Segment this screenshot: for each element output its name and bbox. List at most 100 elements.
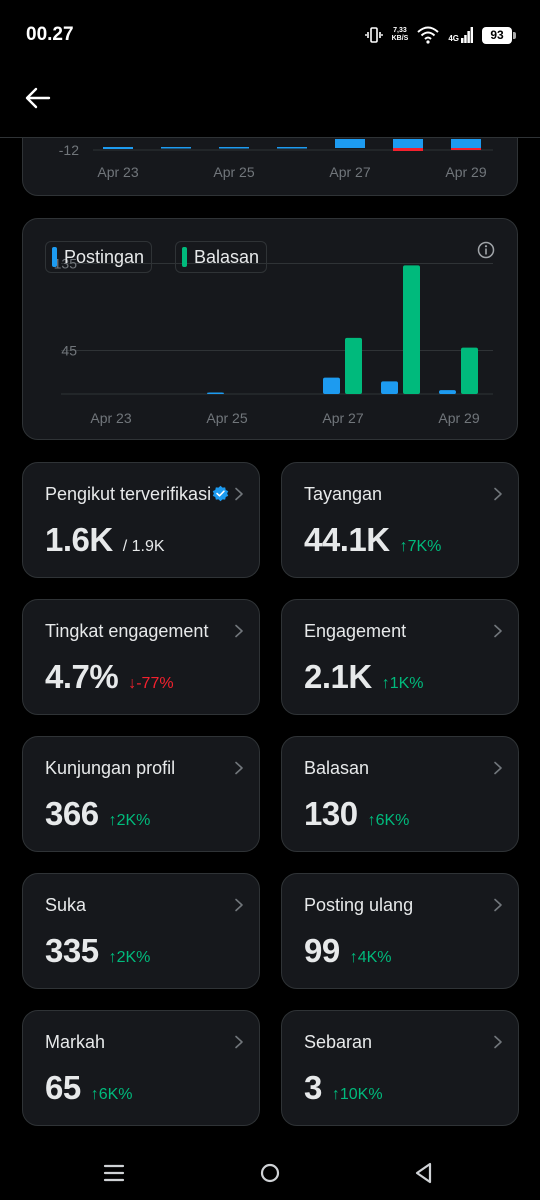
battery-indicator: 93 [482, 26, 516, 44]
stat-label: Balasan [304, 758, 370, 778]
wifi-icon [417, 26, 439, 44]
back-triangle-icon[interactable] [411, 1160, 437, 1186]
chevron-right-icon [235, 898, 243, 912]
stat-value: 65 [45, 1069, 81, 1106]
stat-value-row: 335 ↑2K% [45, 932, 150, 970]
stat-label: Markah [45, 1032, 106, 1052]
arrow-up-icon: ↑ [108, 949, 117, 966]
legend-balasan[interactable]: Balasan [175, 241, 268, 273]
chevron-right-icon [494, 898, 502, 912]
network-speed-unit: KB/S [391, 35, 409, 42]
stat-card-pengikut-terverifikasi[interactable]: Pengikut terverifikasi 1.6K / 1.9K [22, 462, 260, 578]
stat-change-value: 7K% [407, 538, 442, 555]
stat-card-posting-ulang[interactable]: Posting ulang 99 ↑4K% [281, 873, 519, 989]
arrow-down-icon: ↓ [128, 675, 137, 692]
bar-postingan-apr-29[interactable] [439, 390, 456, 394]
chevron-right-icon [235, 487, 243, 501]
menu-icon[interactable] [101, 1160, 127, 1186]
stat-value-row: 2.1K ↑1K% [304, 658, 424, 696]
stat-value-row: 130 ↑6K% [304, 795, 409, 833]
legend-label: Balasan [194, 246, 260, 267]
chevron-right-icon [235, 761, 243, 775]
verified-badge-icon [212, 485, 229, 502]
battery-level: 93 [490, 28, 504, 42]
chevron-right-icon [235, 1035, 243, 1049]
stat-card-tayangan[interactable]: Tayangan 44.1K ↑7K% [281, 462, 519, 578]
arrow-up-icon: ↑ [108, 812, 117, 829]
stat-card-engagement[interactable]: Engagement 2.1K ↑1K% [281, 599, 519, 715]
stat-change-value: 6K% [98, 1086, 133, 1103]
legend-postingan[interactable]: Postingan [45, 241, 153, 273]
stat-value-row: 3 ↑10K% [304, 1069, 383, 1107]
stat-change-value: 10K% [339, 1086, 383, 1103]
stat-change: ↑7K% [400, 538, 442, 556]
stat-card-sebaran[interactable]: Sebaran 3 ↑10K% [281, 1010, 519, 1126]
stat-change: ↑2K% [109, 812, 151, 830]
stat-value: 335 [45, 932, 99, 969]
bar-postingan-apr-25[interactable] [207, 392, 224, 395]
back-arrow-icon[interactable] [22, 82, 54, 114]
stat-change-value: 1K% [389, 675, 424, 692]
stat-value-row: 44.1K ↑7K% [304, 521, 441, 559]
stat-change: ↑10K% [332, 1086, 383, 1104]
signal-icon [461, 27, 473, 43]
chevron-right-icon [494, 624, 502, 638]
stat-card-kunjungan-profil[interactable]: Kunjungan profil 366 ↑2K% [22, 736, 260, 852]
top-chart-x-tick: Apr 23 [97, 164, 138, 180]
stat-label: Suka [45, 895, 87, 915]
app-header [0, 70, 540, 138]
system-nav-bar [0, 1146, 540, 1200]
chevron-right-icon [494, 487, 502, 501]
stat-value: 99 [304, 932, 340, 969]
legend-swatch [52, 247, 57, 267]
chevron-right-icon [235, 624, 243, 638]
bar-balasan-apr-28[interactable] [403, 265, 420, 394]
y-tick-label: 135 [54, 256, 78, 272]
stat-change-value: 2K% [116, 949, 151, 966]
stat-card-tingkat-engagement[interactable]: Tingkat engagement 4.7% ↓-77% [22, 599, 260, 715]
analytics-content[interactable]: -12 Apr 23 Apr 25 Apr 27 Apr 29 Postinga… [0, 138, 540, 1146]
arrow-up-icon: ↑ [399, 538, 408, 555]
vibrate-icon [364, 27, 383, 43]
bar-balasan-apr-29[interactable] [461, 347, 478, 394]
top-chart-x-tick: Apr 25 [213, 164, 254, 180]
top-chart: -12 Apr 23 Apr 25 Apr 27 Apr 29 [59, 139, 493, 180]
chevron-right-icon [494, 761, 502, 775]
stat-card-markah[interactable]: Markah 65 ↑6K% [22, 1010, 260, 1126]
stat-change: ↑4K% [350, 949, 392, 967]
top-chart-bar [393, 139, 423, 148]
status-bar: 00.27 7,33 KB/S 4G 93 [0, 0, 540, 70]
stat-value: 44.1K [304, 521, 390, 558]
bar-balasan-apr-27[interactable] [345, 337, 362, 394]
stat-label: Tayangan [304, 484, 383, 504]
stat-change: ↑6K% [91, 1086, 133, 1104]
stat-value: 3 [304, 1069, 322, 1106]
chevron-right-icon [494, 1035, 502, 1049]
stat-change-value: 2K% [116, 812, 151, 829]
top-chart-bar [219, 147, 249, 149]
stat-card-suka[interactable]: Suka 335 ↑2K% [22, 873, 260, 989]
top-chart-bar [335, 139, 365, 148]
posts-replies-chart-card: Postingan Balasan 135 45 Apr 23 Apr 25 Apr 2… [22, 218, 518, 440]
stat-label: Sebaran [304, 1032, 373, 1052]
arrow-up-icon: ↑ [367, 812, 376, 829]
stat-value-row: 4.7% ↓-77% [45, 658, 174, 696]
arrow-up-icon: ↑ [349, 949, 358, 966]
stat-card-balasan[interactable]: Balasan 130 ↑6K% [281, 736, 519, 852]
home-circle-icon[interactable] [257, 1160, 283, 1186]
top-chart-x-tick: Apr 27 [329, 164, 370, 180]
network-type: 4G [448, 34, 459, 43]
top-chart-bar-negative [451, 148, 481, 150]
info-icon[interactable] [477, 241, 495, 259]
network-speed-value: 7,33 [393, 27, 407, 34]
stat-label: Pengikut terverifikasi [45, 484, 212, 504]
arrow-up-icon: ↑ [331, 1086, 340, 1103]
bar-postingan-apr-28[interactable] [381, 381, 398, 394]
status-time: 00.27 [26, 24, 74, 45]
stat-change-value: 4K% [357, 949, 392, 966]
stat-label: Tingkat engagement [45, 621, 209, 641]
x-tick-label: Apr 29 [438, 410, 479, 426]
bar-postingan-apr-27[interactable] [323, 377, 340, 394]
stat-value: 1.6K [45, 521, 113, 558]
top-chart-bar [103, 147, 133, 149]
